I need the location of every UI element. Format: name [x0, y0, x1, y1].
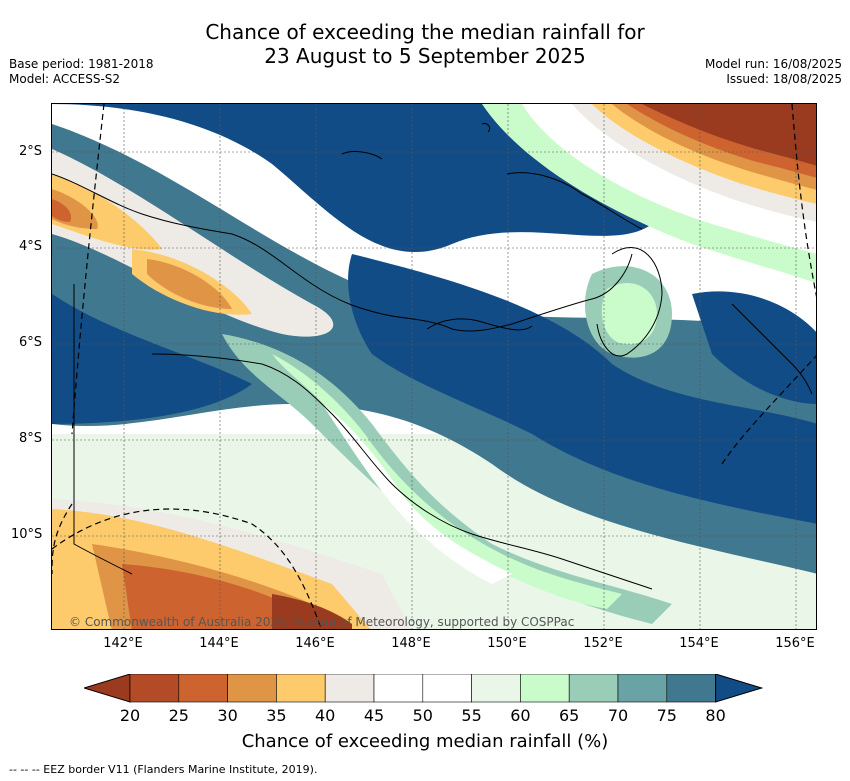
lon-label-152e: 152°E — [583, 636, 623, 651]
zone-rust-sw — [122, 564, 316, 629]
colorbar — [84, 674, 764, 703]
colorbar-cell — [129, 674, 180, 703]
colorbar-extend-high — [715, 674, 764, 703]
colorbar-tick-label: 75 — [656, 706, 677, 725]
copyright-notice: © Commonwealth of Australia 2025, Bureau… — [69, 615, 575, 629]
lat-label-4s: 4°S — [19, 239, 43, 254]
colorbar-tick-label: 40 — [315, 706, 336, 725]
lon-label-154e: 154°E — [679, 636, 719, 651]
colorbar-cell — [617, 674, 668, 703]
colorbar-cell — [373, 674, 424, 703]
colorbar-cell — [276, 674, 326, 703]
colorbar-cell — [178, 674, 228, 703]
lon-label-146e: 146°E — [295, 636, 335, 651]
coastlines — [52, 123, 813, 590]
meta-right: Model run: 16/08/2025 Issued: 18/08/2025 — [705, 57, 842, 87]
colorbar-tick-label: 45 — [363, 706, 385, 725]
eez-footnote: -- -- -- EEZ border V11 (Flanders Marine… — [9, 763, 318, 776]
zone-deepblue-east — [692, 291, 816, 404]
zone-brown-sw — [272, 594, 352, 629]
lon-label-148e: 148°E — [391, 636, 431, 651]
issued-date: Issued: 18/08/2025 — [726, 72, 842, 86]
model-run: Model run: 16/08/2025 — [704, 57, 842, 71]
zone-pale-east — [601, 283, 657, 345]
lon-label-142e: 142°E — [103, 636, 143, 651]
colorbar-cell — [471, 674, 521, 703]
lat-label-6s: 6°S — [19, 335, 43, 350]
meta-left: Base period: 1981-2018 Model: ACCESS-S2 — [9, 57, 154, 87]
colorbar-tick-label: 30 — [217, 706, 238, 725]
zone-white-spine — [322, 404, 512, 584]
lat-label-2s: 2°S — [19, 144, 43, 159]
zone-brown-ne — [642, 104, 816, 166]
lon-label-150e: 150°E — [487, 636, 527, 651]
colorbar-tick-label: 80 — [705, 706, 726, 725]
colorbar-tick-label: 60 — [510, 706, 531, 725]
colorbar-cell — [227, 674, 277, 703]
zone-green-spine — [272, 354, 622, 609]
colorbar-cell — [422, 674, 472, 703]
lon-label-144e: 144°E — [199, 636, 239, 651]
model-name: Model: ACCESS-S2 — [9, 72, 121, 86]
zone-yellow-nw — [52, 174, 162, 250]
lat-label-10s: 10°S — [11, 527, 43, 542]
colorbar-extend-low — [84, 674, 131, 703]
lon-label-156e: 156°E — [775, 636, 815, 651]
rainfall-map — [52, 104, 816, 629]
colorbar-cell — [666, 674, 716, 703]
title-line-2: 23 August to 5 September 2025 — [264, 44, 586, 68]
map-area[interactable] — [51, 103, 817, 630]
zone-orange-inland — [147, 259, 232, 309]
colorbar-tick-label: 50 — [412, 706, 433, 725]
colorbar-tick-label: 70 — [607, 706, 629, 725]
title-line-1: Chance of exceeding the median rainfall … — [205, 20, 645, 44]
eez-borders — [52, 104, 816, 629]
base-period: Base period: 1981-2018 — [9, 57, 154, 71]
colorbar-tick-label: 35 — [266, 706, 287, 725]
zone-deepblue-north — [52, 104, 652, 253]
colorbar-tick-label: 20 — [119, 706, 141, 725]
colorbar-tick-label: 25 — [168, 706, 189, 725]
colorbar-cell — [520, 674, 570, 703]
lat-label-8s: 8°S — [19, 431, 43, 446]
colorbar-label: Chance of exceeding median rainfall (%) — [241, 731, 609, 752]
map-title: Chance of exceeding the median rainfall … — [0, 20, 850, 68]
zone-deepblue-west — [52, 294, 252, 424]
colorbar-tick-label: 65 — [559, 706, 580, 725]
zone-white-nw — [52, 149, 334, 337]
zone-rust-nw — [52, 199, 72, 222]
colorbar-cell — [324, 674, 375, 703]
zone-deepblue-center — [348, 254, 816, 524]
colorbar-tick-label: 55 — [461, 706, 482, 725]
colorbar-cell — [568, 674, 619, 703]
